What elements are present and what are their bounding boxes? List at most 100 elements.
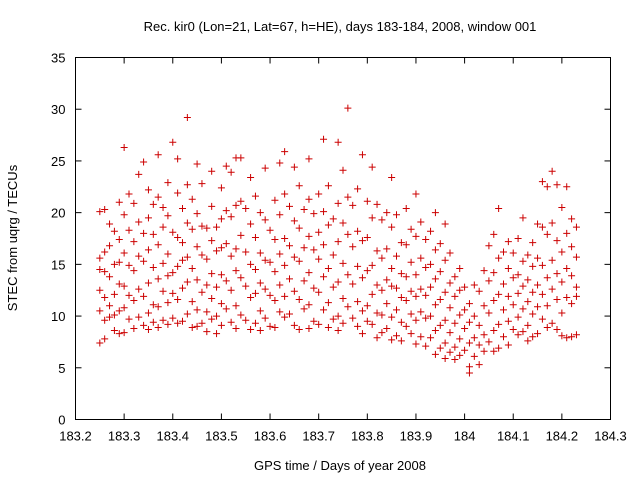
data-point [480, 267, 488, 275]
data-point [524, 298, 532, 306]
data-point [286, 242, 293, 250]
data-point [431, 246, 439, 254]
y-tick-label: 30 [51, 102, 65, 117]
data-point [198, 288, 206, 296]
data-point [465, 369, 473, 377]
data-point [179, 205, 186, 213]
data-point [125, 190, 133, 198]
data-point [470, 334, 478, 342]
data-point [193, 276, 201, 284]
data-point [271, 297, 279, 305]
data-point [154, 241, 162, 249]
data-point [251, 192, 259, 200]
data-point [412, 316, 420, 324]
data-point [203, 255, 211, 263]
data-point [543, 183, 551, 191]
data-point [553, 237, 561, 245]
data-point [110, 327, 118, 335]
data-point [115, 198, 123, 206]
data-point [446, 329, 454, 337]
data-point [247, 326, 255, 334]
data-point [281, 148, 289, 156]
data-point [198, 222, 206, 230]
x-tick-label: 183.9 [400, 429, 433, 444]
data-point [115, 330, 123, 338]
data-point [174, 319, 182, 327]
data-point [422, 342, 430, 350]
y-axis-label: STEC from uqrg / TECUs [5, 164, 20, 311]
data-point [436, 268, 444, 276]
data-point [242, 316, 250, 324]
data-point [538, 178, 546, 186]
x-tick-label: 183.2 [59, 429, 92, 444]
data-point [553, 270, 561, 278]
data-point [378, 216, 386, 224]
data-point [363, 197, 371, 205]
data-point [402, 322, 410, 330]
data-point [125, 291, 133, 299]
data-point [514, 235, 522, 242]
data-point [130, 199, 138, 207]
data-point [358, 237, 366, 245]
data-point [101, 248, 109, 256]
data-point [548, 285, 556, 293]
data-point [568, 243, 576, 251]
data-point [363, 267, 371, 275]
data-point [427, 312, 435, 320]
data-point [222, 162, 230, 170]
data-point [572, 331, 580, 339]
data-point [441, 354, 449, 362]
x-tick-label: 184.1 [497, 429, 530, 444]
data-point [193, 160, 201, 168]
data-point [115, 280, 123, 288]
data-point [480, 302, 488, 310]
data-point [169, 138, 177, 146]
data-point [563, 334, 571, 342]
data-point [334, 199, 342, 207]
data-point [451, 356, 459, 364]
data-point [354, 227, 362, 235]
data-point [568, 272, 576, 280]
data-point [417, 333, 425, 341]
data-point [135, 170, 143, 178]
data-point [334, 327, 342, 335]
x-tick-label: 183.8 [351, 429, 384, 444]
data-point [242, 248, 250, 256]
data-point [266, 226, 274, 234]
data-point [276, 159, 284, 167]
data-point [529, 288, 537, 296]
data-point [334, 138, 342, 146]
data-point [203, 281, 211, 289]
data-point [441, 316, 449, 324]
data-point [344, 104, 352, 112]
data-point [519, 257, 527, 265]
data-point [193, 306, 201, 314]
data-point [271, 196, 279, 204]
data-point [179, 284, 186, 292]
data-point [393, 306, 400, 314]
data-point [208, 202, 216, 210]
data-point [227, 252, 235, 260]
data-point [159, 203, 167, 211]
data-point [237, 154, 245, 162]
data-point [120, 329, 128, 337]
data-point [110, 311, 118, 319]
data-point [174, 189, 182, 197]
data-point [456, 264, 464, 272]
y-tick-label: 0 [58, 413, 65, 428]
data-point [388, 223, 396, 231]
data-point [154, 193, 162, 201]
data-point [125, 261, 133, 269]
data-point [383, 300, 391, 308]
data-point [203, 328, 211, 336]
data-point [213, 312, 221, 320]
data-point [183, 113, 191, 121]
data-point [154, 303, 162, 311]
data-point [373, 200, 381, 208]
data-point [368, 320, 376, 328]
data-point [144, 186, 152, 194]
data-point [154, 275, 162, 283]
data-point [495, 344, 503, 352]
data-point [402, 205, 410, 213]
data-point [407, 225, 415, 233]
